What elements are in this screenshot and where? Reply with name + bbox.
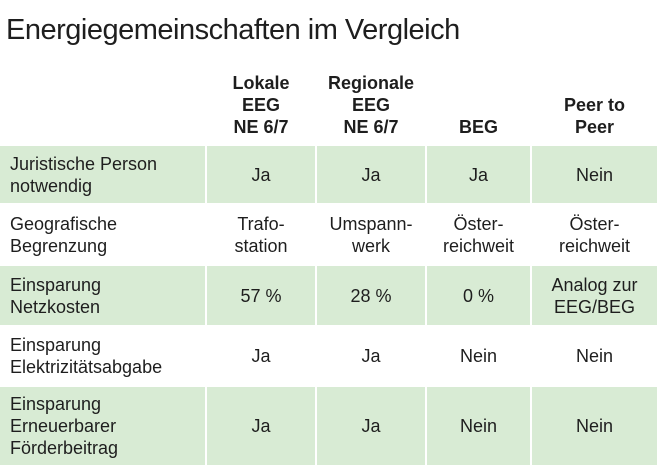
cell-line: EEG bbox=[241, 95, 280, 115]
cell-line: reichweit bbox=[442, 236, 515, 256]
cell-line: Ja bbox=[361, 346, 381, 366]
cell-line: Netzkosten bbox=[10, 296, 101, 317]
header-cell: Regionale EEG NE 6/7 bbox=[317, 68, 425, 142]
cell-line: 57 % bbox=[240, 285, 282, 306]
table-cell: Nein bbox=[427, 387, 530, 465]
cell-line: Trafo- bbox=[237, 214, 285, 234]
cell-line: EEG/BEG bbox=[553, 296, 636, 317]
cell-line: Öster- bbox=[569, 214, 620, 234]
cell-line: Erneuerbarer bbox=[10, 416, 117, 436]
cell-line: Umspann- bbox=[329, 214, 413, 234]
cell-line: Förderbeitrag bbox=[10, 438, 119, 458]
table-cell: Ja bbox=[207, 327, 315, 385]
cell-line: Ja bbox=[251, 346, 271, 366]
header-cell: BEG bbox=[427, 68, 530, 142]
cell-line: Nein bbox=[575, 416, 614, 436]
cell-line: Einsparung bbox=[10, 274, 102, 295]
cell-line: BEG bbox=[458, 117, 498, 137]
title: Energiegemeinschaften im Vergleich bbox=[6, 14, 460, 46]
cell-line: Ja bbox=[251, 416, 271, 436]
cell-line: notwendig bbox=[10, 175, 93, 196]
table-cell: Einsparung Erneuerbarer Förderbeitrag bbox=[0, 387, 205, 465]
cell-line: Einsparung bbox=[10, 335, 102, 355]
cell-line: Regionale bbox=[327, 73, 415, 93]
table-cell: 57 % bbox=[207, 266, 315, 325]
table-cell: Einsparung Netzkosten bbox=[0, 266, 205, 325]
table-cell: Öster-reichweit bbox=[427, 206, 530, 264]
table-cell: Ja bbox=[207, 387, 315, 465]
cell-line: Nein bbox=[575, 346, 614, 366]
cell-line: 0 % bbox=[462, 285, 495, 306]
table-cell: Nein bbox=[532, 387, 657, 465]
table-cell: Ja bbox=[317, 146, 425, 203]
cell-line: Ja bbox=[251, 164, 271, 185]
table-cell: Juristische Person notwendig bbox=[0, 146, 205, 203]
cell-line: Peer bbox=[574, 117, 615, 137]
cell-line: Geografische bbox=[10, 214, 118, 234]
cell-line: Ja bbox=[361, 416, 381, 436]
cell-line: Juristische Person bbox=[10, 153, 158, 174]
cell-line: station bbox=[234, 236, 288, 256]
table-cell: Nein bbox=[427, 327, 530, 385]
table-cell: Geografische Begrenzung bbox=[0, 206, 205, 264]
cell-line: Nein bbox=[575, 164, 614, 185]
table-cell: Nein bbox=[532, 146, 657, 203]
table-cell: Nein bbox=[532, 327, 657, 385]
cell-line: Begrenzung bbox=[10, 236, 108, 256]
cell-line: Nein bbox=[459, 346, 498, 366]
cell-line: Ja bbox=[468, 164, 488, 185]
table-cell: Umspann-werk bbox=[317, 206, 425, 264]
table-cell: Ja bbox=[427, 146, 530, 203]
table-cell: Ja bbox=[317, 387, 425, 465]
table-cell: Ja bbox=[317, 327, 425, 385]
table-cell: Analog zur EEG/BEG bbox=[532, 266, 657, 325]
table-cell: Einsparung Elektrizitätsabgabe bbox=[0, 327, 205, 385]
cell-line: NE 6/7 bbox=[233, 117, 289, 137]
cell-line: 28 % bbox=[350, 285, 392, 306]
cell-line: Analog zur bbox=[551, 274, 638, 295]
header-cell: Peer to Peer bbox=[532, 68, 657, 142]
cell-line: Elektrizitätsabgabe bbox=[10, 357, 163, 377]
table-cell: 0 % bbox=[427, 266, 530, 325]
cell-line: NE 6/7 bbox=[343, 117, 399, 137]
table-cell: Ja bbox=[207, 146, 315, 203]
cell-line: reichweit bbox=[558, 236, 631, 256]
table-cell: 28 % bbox=[317, 266, 425, 325]
cell-line: EEG bbox=[351, 95, 390, 115]
cell-line: Öster- bbox=[453, 214, 504, 234]
cell-line: Ja bbox=[361, 164, 381, 185]
cell-line: Einsparung bbox=[10, 394, 102, 414]
header-cell bbox=[0, 68, 203, 142]
cell-line: Nein bbox=[459, 416, 498, 436]
cell-line: Lokale bbox=[232, 73, 290, 93]
table-cell: Öster-reichweit bbox=[532, 206, 657, 264]
table-cell: Trafo-station bbox=[207, 206, 315, 264]
cell-line: Peer to bbox=[563, 95, 626, 115]
header-cell: Lokale EEG NE 6/7 bbox=[207, 68, 315, 142]
cell-line: werk bbox=[351, 236, 390, 256]
